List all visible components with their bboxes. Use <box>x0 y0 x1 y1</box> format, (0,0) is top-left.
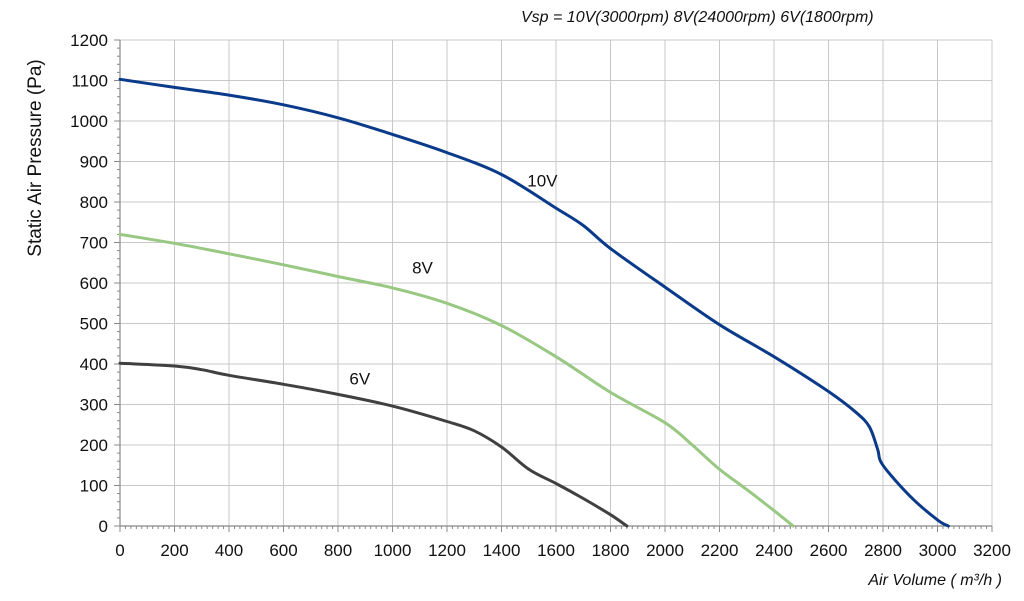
y-tick-label: 1200 <box>70 31 108 50</box>
x-tick-label: 1000 <box>374 541 412 560</box>
x-tick-label: 1800 <box>592 541 630 560</box>
y-tick-label: 100 <box>80 477 108 496</box>
series <box>118 77 950 528</box>
x-tick-label: 800 <box>324 541 352 560</box>
x-tick-label: 2800 <box>864 541 902 560</box>
x-tick-label: 1400 <box>483 541 521 560</box>
x-tick-label: 0 <box>115 541 124 560</box>
chart-subtitle: Vsp = 10V(3000rpm) 8V(24000rpm) 6V(1800r… <box>521 9 874 26</box>
y-tick-label: 0 <box>99 517 108 536</box>
x-tick-label: 2200 <box>701 541 739 560</box>
x-tick-label: 1600 <box>537 541 575 560</box>
series-label-10v: 10V <box>527 172 558 191</box>
y-tick-label: 1100 <box>71 72 108 91</box>
grid <box>119 39 993 527</box>
x-tick-label: 2600 <box>810 541 848 560</box>
series-line-10v <box>118 77 950 528</box>
y-tick-label: 500 <box>80 315 108 334</box>
axes <box>114 39 993 532</box>
x-tick-label: 3200 <box>973 541 1011 560</box>
x-tick-label: 200 <box>160 541 188 560</box>
x-axis-title: Air Volume ( m³/h ) <box>867 572 1002 589</box>
series-line-6v <box>118 361 629 528</box>
y-tick-label: 600 <box>80 274 108 293</box>
y-tick-label: 700 <box>80 234 108 253</box>
series-line-8v <box>118 232 795 528</box>
y-tick-label: 800 <box>80 193 108 212</box>
x-tick-label: 1200 <box>428 541 466 560</box>
x-tick-label: 400 <box>215 541 243 560</box>
tick-labels: 0 100 200 300 400 500 600 700 800 900 1000 1100 1200… <box>70 31 1011 560</box>
y-tick-label: 900 <box>80 153 108 172</box>
y-axis-title: Static Air Pressure (Pa) <box>25 59 46 256</box>
series-label-6v: 6V <box>349 369 370 388</box>
x-tick-label: 600 <box>269 541 297 560</box>
y-tick-label: 1000 <box>70 112 108 131</box>
series-labels: 10V 8V 6V <box>349 172 558 389</box>
series-label-8v: 8V <box>412 258 433 277</box>
y-tick-label: 400 <box>80 355 108 374</box>
y-tick-label: 300 <box>80 396 108 415</box>
y-tick-label: 200 <box>80 436 108 455</box>
x-tick-label: 3000 <box>919 541 957 560</box>
x-tick-label: 2000 <box>646 541 684 560</box>
x-tick-label: 2400 <box>755 541 793 560</box>
